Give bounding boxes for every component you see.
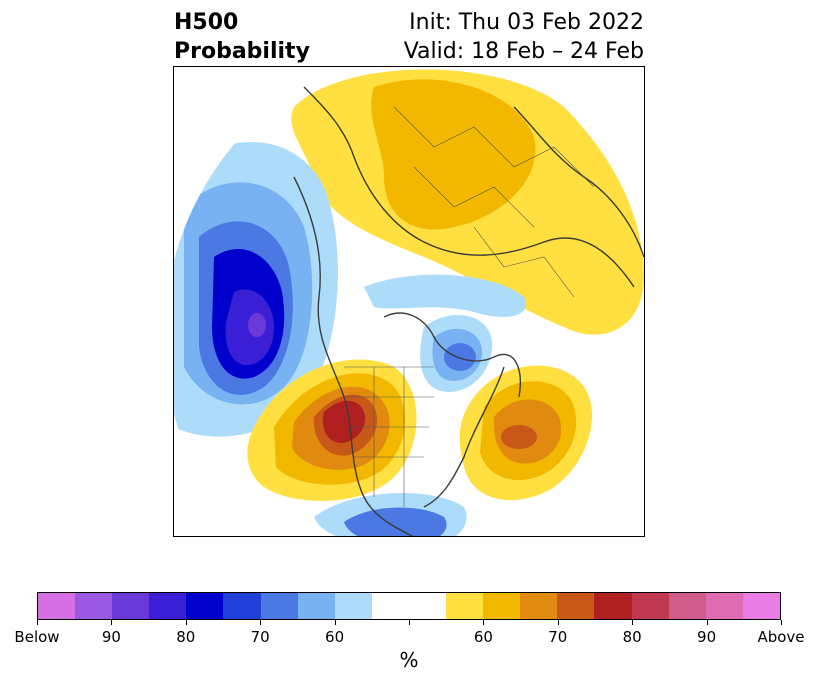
colorbar-segment — [371, 593, 409, 619]
colorbar-segment — [668, 593, 706, 619]
colorbar-tick-mark — [632, 620, 634, 625]
map-canvas — [174, 67, 644, 536]
colorbar-segment — [260, 593, 298, 619]
valid-range: Valid: 18 Feb – 24 Feb — [403, 39, 644, 64]
anomaly-westna-peak — [322, 400, 366, 443]
colorbar-segment — [334, 593, 372, 619]
colorbar-segment — [223, 593, 261, 619]
title-variable: H500 — [174, 10, 239, 35]
colorbar-segment — [38, 593, 76, 619]
colorbar-tick-mark — [781, 620, 782, 625]
colorbar-segment — [186, 593, 224, 619]
anomaly-atlantic-peak — [501, 425, 537, 449]
colorbar-segment — [631, 593, 669, 619]
colorbar-tick-mark — [409, 620, 410, 625]
colorbar-segment — [557, 593, 595, 619]
colorbar-tick-label: 90 — [697, 628, 717, 646]
colorbar-segment — [297, 593, 335, 619]
chart-title-left: H500 Probability — [174, 8, 310, 66]
political-borders — [344, 106, 595, 507]
title-probability: Probability — [174, 39, 310, 64]
colorbar-tick-mark — [260, 620, 262, 625]
colorbar-tick-mark — [334, 620, 336, 625]
polar-map — [173, 66, 645, 537]
colorbar-segment — [149, 593, 187, 619]
anomaly-arctic-band — [364, 274, 526, 317]
anomaly-canada-core — [444, 343, 476, 371]
colorbar-segment — [446, 593, 484, 619]
init-date: Init: Thu 03 Feb 2022 — [409, 10, 644, 35]
colorbar-segment — [408, 593, 447, 619]
colorbar-tick-mark — [706, 620, 708, 625]
colorbar-segment — [705, 593, 743, 619]
chart-title-right: Init: Thu 03 Feb 2022 Valid: 18 Feb – 24… — [404, 8, 644, 66]
colorbar — [37, 592, 781, 620]
colorbar-tick-mark — [37, 620, 38, 625]
anomaly-eurasia-mid — [371, 79, 536, 230]
colorbar-tick-label: Above — [757, 628, 805, 646]
colorbar-segment — [112, 593, 150, 619]
colorbar-tick-mark — [557, 620, 559, 625]
colorbar-segment — [742, 593, 780, 619]
colorbar-tick-label: 70 — [548, 628, 568, 646]
colorbar-segment — [594, 593, 632, 619]
colorbar-tick-mark — [185, 620, 187, 625]
colorbar-segment — [520, 593, 558, 619]
colorbar-segment — [483, 593, 521, 619]
colorbar-tick-label: 80 — [176, 628, 196, 646]
colorbar-tick-label: 60 — [325, 628, 345, 646]
colorbar-tick-label: 90 — [101, 628, 121, 646]
colorbar-segment — [75, 593, 113, 619]
anomaly-pacific-peak — [248, 313, 266, 337]
colorbar-tick-mark — [483, 620, 485, 625]
colorbar-tick-label: 70 — [250, 628, 270, 646]
colorbar-tick-label: 60 — [473, 628, 493, 646]
colorbar-tick-label: Below — [14, 628, 60, 646]
colorbar-tick-mark — [111, 620, 113, 625]
colorbar-tick-label: 80 — [622, 628, 642, 646]
colorbar-units: % — [399, 648, 419, 672]
